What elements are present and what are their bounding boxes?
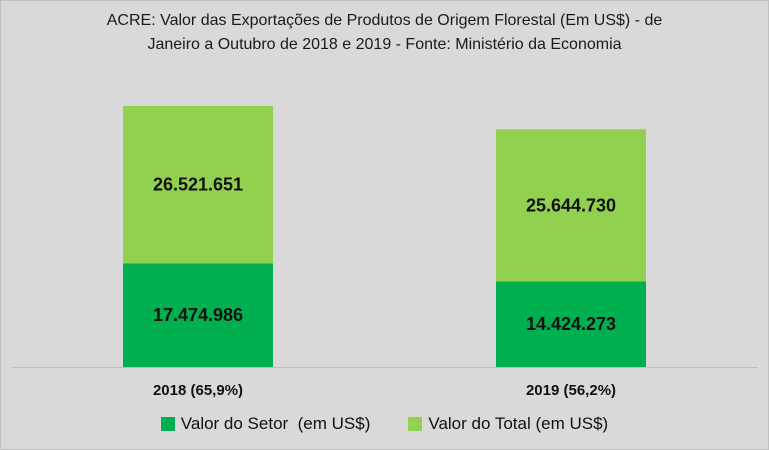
legend-label-total: Valor do Total (em US$) bbox=[428, 414, 609, 433]
data-label-setor-0: 17.474.986 bbox=[153, 305, 243, 325]
category-label-1: 2019 (56,2%) bbox=[526, 382, 616, 399]
data-label-total-1: 25.644.730 bbox=[526, 195, 616, 215]
legend-item-total: Valor do Total (em US$) bbox=[408, 414, 608, 434]
legend-item-setor: Valor do Setor (em US$) bbox=[160, 414, 371, 434]
bar-setor-0 bbox=[123, 263, 273, 367]
chart-title: ACRE: Valor das Exportações de Produtos … bbox=[1, 9, 768, 57]
chart-title-line-1: ACRE: Valor das Exportações de Produtos … bbox=[106, 12, 663, 29]
data-label-total-0: 26.521.651 bbox=[153, 175, 243, 195]
category-label-0: 2018 (65,9%) bbox=[153, 382, 243, 399]
bar-total-0 bbox=[123, 106, 273, 264]
bar-total-1 bbox=[496, 129, 646, 282]
bar-setor-1 bbox=[496, 281, 646, 367]
chart-title-line-2: Janeiro a Outubro de 2018 e 2019 - Fonte… bbox=[147, 36, 622, 53]
legend-swatch-total bbox=[408, 417, 423, 431]
legend-label-setor: Valor do Setor (em US$) bbox=[180, 414, 371, 433]
data-label-setor-1: 14.424.273 bbox=[526, 314, 616, 334]
legend: Valor do Setor (em US$) Valor do Total (… bbox=[1, 414, 768, 434]
legend-swatch-setor bbox=[160, 417, 175, 431]
